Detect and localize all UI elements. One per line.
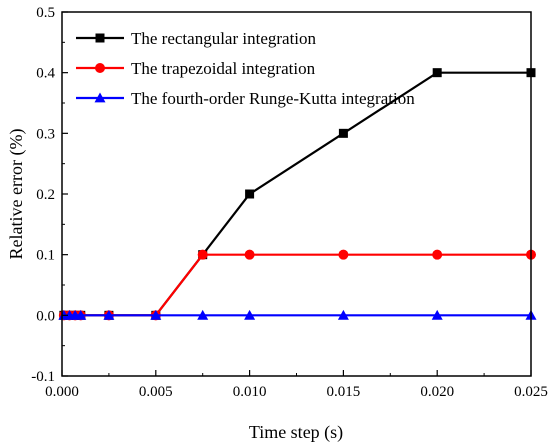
data-point [432, 249, 443, 260]
y-tick-label: 0.3 [36, 126, 55, 142]
y-tick-label: 0.0 [36, 308, 55, 324]
x-tick-label: 0.000 [45, 384, 79, 400]
x-tick-label: 0.005 [139, 384, 173, 400]
series-3 [58, 309, 537, 320]
y-tick-label: 0.4 [36, 66, 55, 82]
y-tick-label: -0.1 [31, 369, 55, 385]
x-axis-ticks: 0.000 0.005 0.010 0.015 0.020 0.025 [45, 370, 548, 400]
y-tick-label: 0.2 [36, 187, 55, 203]
data-point [150, 309, 162, 320]
y-tick-label: 0.5 [36, 5, 55, 21]
data-point [338, 249, 349, 260]
data-point [337, 309, 349, 320]
legend-marker [95, 33, 105, 43]
legend-item: The rectangular integration [76, 29, 317, 48]
y-axis-title: Relative error (%) [6, 129, 27, 260]
legend-label: The trapezoidal integration [131, 59, 316, 78]
data-point [197, 249, 208, 260]
series-2 [58, 249, 536, 321]
x-tick-label: 0.010 [233, 384, 267, 400]
x-tick-label: 0.020 [420, 384, 454, 400]
series-line [63, 71, 531, 317]
y-tick-label: 0.1 [36, 248, 55, 264]
data-point [244, 249, 255, 260]
data-point [245, 189, 255, 199]
data-point [338, 128, 348, 138]
y-axis-ticks: -0.1 0.0 0.1 0.2 0.3 0.4 0.5 [31, 5, 68, 385]
legend-label: The fourth-order Runge-Kutta integration [131, 89, 415, 108]
x-tick-label: 0.025 [514, 384, 548, 400]
x-axis-title: Time step (s) [249, 422, 343, 443]
data-point [197, 309, 209, 320]
data-point [75, 309, 87, 320]
data-point [432, 68, 442, 78]
series-layer [58, 68, 537, 321]
x-tick-label: 0.015 [327, 384, 361, 400]
series-line [63, 253, 531, 317]
legend-label: The rectangular integration [131, 29, 317, 48]
legend-marker [95, 63, 105, 73]
data-point [103, 309, 115, 320]
data-point [244, 309, 256, 320]
legend-item: The fourth-order Runge-Kutta integration [76, 89, 415, 108]
legend-item: The trapezoidal integration [76, 59, 316, 78]
data-point [431, 309, 443, 320]
legend: The rectangular integration The trapezoid… [76, 29, 415, 108]
legend-marker [94, 92, 106, 103]
